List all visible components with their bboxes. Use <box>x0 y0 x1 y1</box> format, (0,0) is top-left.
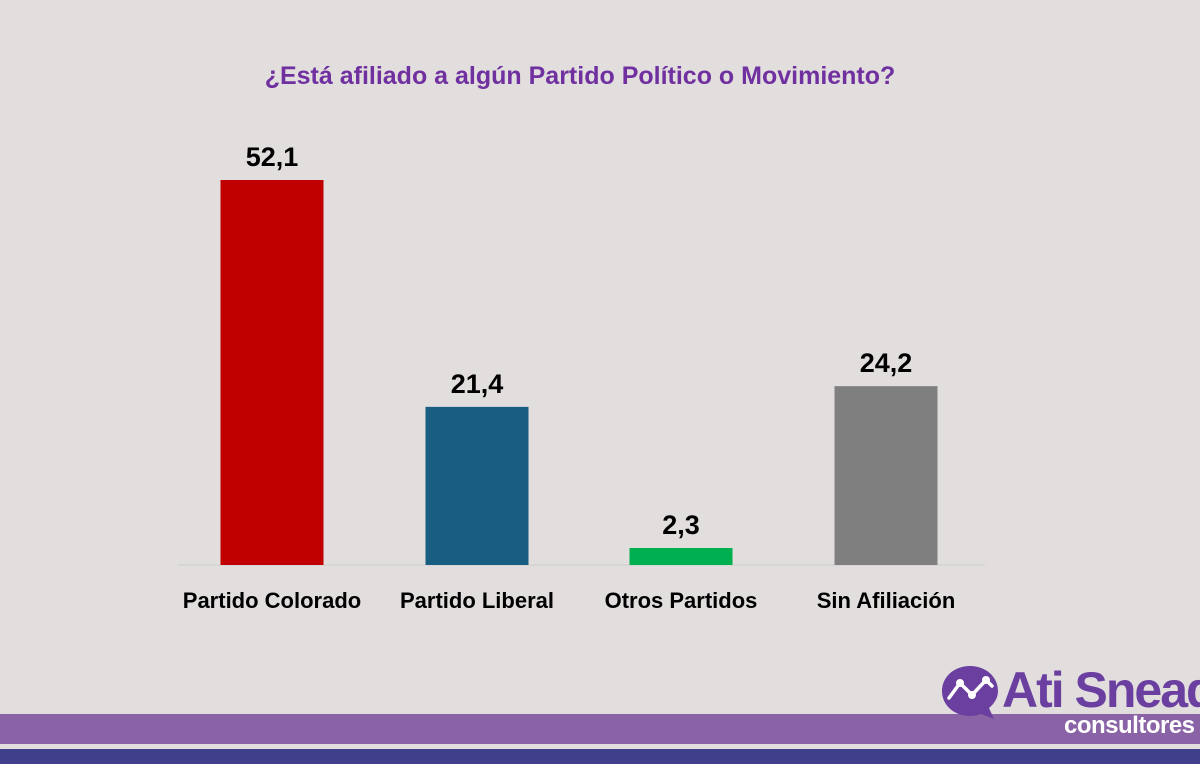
footer-band-navy <box>0 749 1200 764</box>
bars-group <box>220 180 938 565</box>
chart-line-bubble-icon <box>942 666 998 719</box>
logo-subtitle: consultores <box>1064 712 1195 739</box>
bar-3 <box>834 386 938 565</box>
category-label-3: Sin Afiliación <box>817 588 956 613</box>
category-label-2: Otros Partidos <box>605 588 758 613</box>
category-label-0: Partido Colorado <box>183 588 361 613</box>
value-labels-group: 52,1 21,4 2,3 24,2 <box>246 142 913 540</box>
chart-title: ¿Está afiliado a algún Partido Político … <box>264 62 896 90</box>
footer-band-gap <box>0 744 1200 749</box>
company-logo: Ati Snead consultores <box>940 662 1200 744</box>
bar-0 <box>220 180 324 565</box>
category-labels-group: Partido Colorado Partido Liberal Otros Par… <box>183 588 955 613</box>
value-label-0: 52,1 <box>246 142 299 172</box>
value-label-2: 2,3 <box>662 510 700 540</box>
logo-name: Ati Snead <box>1002 662 1200 718</box>
bar-2 <box>629 548 733 565</box>
category-label-1: Partido Liberal <box>400 588 554 613</box>
value-label-1: 21,4 <box>451 369 504 399</box>
bar-chart: 52,121,42,324,2 Partido Colorado Partido … <box>178 142 985 613</box>
footer-band-purple <box>0 714 1200 746</box>
bar-1 <box>425 406 529 565</box>
value-label-3: 24,2 <box>860 348 913 378</box>
